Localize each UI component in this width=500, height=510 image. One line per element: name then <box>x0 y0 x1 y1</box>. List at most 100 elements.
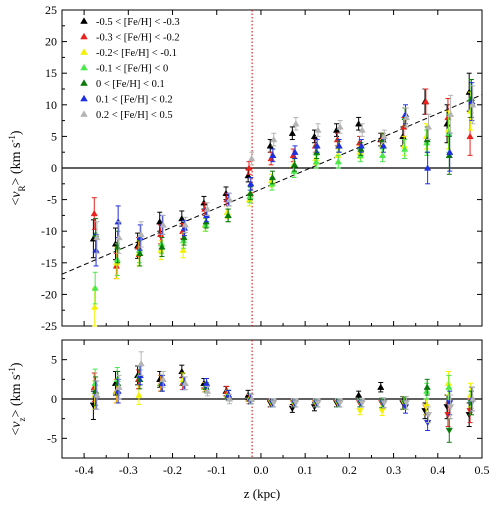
top-data-point <box>248 154 256 162</box>
top-data-point <box>245 164 253 171</box>
x-tick-label: 0.5 <box>475 463 490 477</box>
top-data-point <box>246 189 254 196</box>
x-tick-label: 0.4 <box>430 463 445 477</box>
top-y-tick-label: 5 <box>51 129 57 143</box>
top-data-point <box>379 142 388 149</box>
top-series-2 <box>91 91 475 327</box>
bottom-data-point <box>423 383 431 390</box>
bottom-data-point <box>469 395 477 402</box>
top-data-point <box>446 110 455 117</box>
top-data-point <box>400 145 409 152</box>
top-data-point <box>156 218 164 225</box>
top-data-point <box>244 172 252 179</box>
legend-marker <box>80 63 88 71</box>
top-data-point <box>247 180 255 187</box>
bottom-data-point <box>446 400 454 407</box>
bottom-data-point <box>248 395 256 402</box>
bottom-data-point <box>356 408 364 415</box>
bottom-y-axis-label: <vz> (km s-1) <box>7 362 27 436</box>
top-data-point <box>422 98 430 105</box>
top-y-tick-label: -10 <box>41 224 57 238</box>
bottom-axes-ticks: -5 0 5 <box>47 340 483 458</box>
bottom-series-6 <box>93 351 477 424</box>
top-data-point <box>358 126 366 133</box>
top-data-point <box>180 224 189 231</box>
top-data-point <box>469 101 477 108</box>
bottom-series-1 <box>90 369 474 428</box>
bottom-data-point <box>93 391 101 398</box>
top-data-point <box>136 233 144 241</box>
bottom-y-tick-label: -5 <box>47 431 57 445</box>
bottom-data-point <box>203 387 212 394</box>
bottom-data-point <box>115 383 123 390</box>
top-data-point <box>313 142 321 149</box>
bottom-data-point <box>355 391 363 398</box>
bottom-series-4 <box>91 369 476 443</box>
top-y-tick-label: 15 <box>45 66 57 80</box>
top-y-tick-label: -25 <box>41 319 57 333</box>
top-data-point <box>158 243 166 250</box>
bottom-data-point <box>288 405 296 412</box>
top-data-marks <box>89 72 477 327</box>
bottom-ylabel-end: ) <box>9 362 24 367</box>
legend-label: 0.1 < [Fe/H] < 0.2 <box>96 95 173 106</box>
legend-marker <box>80 79 88 86</box>
top-data-point <box>159 221 167 228</box>
top-data-point <box>137 230 145 238</box>
bottom-data-point <box>158 379 166 386</box>
top-data-point <box>268 173 277 181</box>
legend-label: -0.2< [Fe/H] < -0.1 <box>96 48 177 59</box>
top-data-point <box>332 126 341 133</box>
top-data-point <box>314 126 322 133</box>
legend-label: -0.5 < [Fe/H] < -0.3 <box>96 17 180 28</box>
bottom-data-point <box>446 404 455 411</box>
x-tick-label: 0.3 <box>386 463 401 477</box>
bottom-y-tick-label: 0 <box>51 392 57 406</box>
bottom-series-3 <box>91 365 475 416</box>
top-axes-ticks: -25 -20 -15 -10 -5 0 5 10 15 20 25 <box>41 3 483 333</box>
top-data-point <box>179 246 187 253</box>
top-data-point <box>91 303 99 310</box>
top-data-point <box>91 284 99 291</box>
top-y-tick-label: 0 <box>51 161 57 175</box>
legend-marker <box>80 32 88 40</box>
top-data-point <box>291 148 299 155</box>
top-data-point <box>292 120 300 127</box>
top-y-tick-label: -15 <box>41 256 57 270</box>
top-data-point <box>225 196 234 203</box>
top-data-point <box>335 142 343 149</box>
top-data-point <box>269 151 277 159</box>
top-data-point <box>93 233 101 241</box>
top-data-point <box>357 142 365 149</box>
x-tick-label: 0.2 <box>342 463 357 477</box>
bottom-data-point <box>314 400 322 407</box>
top-data-point <box>270 136 278 143</box>
x-axis-label: z (kpc) <box>244 486 280 501</box>
top-data-point <box>336 123 344 130</box>
top-data-point <box>402 113 411 121</box>
bottom-data-marks <box>89 351 477 443</box>
bottom-data-point <box>135 391 143 398</box>
top-data-point <box>90 209 98 217</box>
x-tick-label: -0.4 <box>75 463 94 477</box>
bottom-data-point <box>378 408 386 415</box>
top-y-tick-label: 10 <box>45 98 57 112</box>
x-tick-label: 0.0 <box>253 463 268 477</box>
legend-label: -0.1 < [Fe/H] < 0 <box>96 64 168 75</box>
legend-marker <box>80 110 88 117</box>
bottom-data-point <box>202 379 211 386</box>
bottom-data-point <box>424 412 433 419</box>
bottom-data-point <box>114 387 122 394</box>
bottom-series-5 <box>92 365 476 431</box>
top-ylabel-sup: -1 <box>7 135 17 143</box>
bottom-data-point <box>292 400 300 407</box>
bottom-data-point <box>445 427 453 434</box>
top-data-point <box>380 132 388 140</box>
legend-marker <box>80 17 88 24</box>
top-ylabel-var: v <box>9 191 24 198</box>
bottom-ylabel-sup: -1 <box>7 367 17 375</box>
x-tick-label: -0.2 <box>163 463 182 477</box>
bottom-panel: -5 0 5 <vz> (km s-1) <box>7 339 483 459</box>
bottom-data-point <box>137 360 145 367</box>
